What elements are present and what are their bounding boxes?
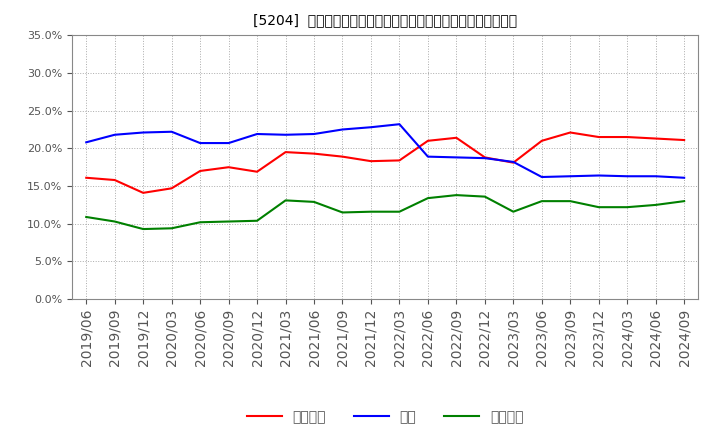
在庫 (310, 132, 318, 137)
Line: 在庫: 在庫 (86, 124, 684, 178)
Legend: 売上債権, 在庫, 買入債務: 売上債権, 在庫, 買入債務 (241, 404, 529, 429)
在庫 (366, 125, 375, 130)
在庫 (253, 132, 261, 137)
売上債権 (196, 169, 204, 174)
売上債権 (139, 190, 148, 195)
Line: 売上債権: 売上債権 (86, 132, 684, 193)
売上債権 (595, 134, 603, 139)
売上債権 (366, 158, 375, 164)
売上債権 (310, 151, 318, 156)
在庫 (423, 154, 432, 159)
買入債務 (253, 218, 261, 224)
在庫 (537, 174, 546, 180)
在庫 (82, 139, 91, 145)
売上債権 (395, 158, 404, 163)
買入債務 (395, 209, 404, 214)
売上債権 (537, 138, 546, 143)
買入債務 (623, 205, 631, 210)
在庫 (509, 159, 518, 165)
売上債権 (423, 138, 432, 143)
売上債権 (623, 134, 631, 139)
売上債権 (652, 136, 660, 141)
買入債務 (680, 198, 688, 204)
Title: [5204]  売上債権、在庫、買入債務の総資産に対する比率の推移: [5204] 売上債権、在庫、買入債務の総資産に対する比率の推移 (253, 13, 517, 27)
在庫 (566, 174, 575, 179)
在庫 (452, 155, 461, 160)
在庫 (110, 132, 119, 137)
買入債務 (537, 198, 546, 204)
在庫 (282, 132, 290, 137)
売上債権 (110, 177, 119, 183)
買入債務 (452, 192, 461, 198)
在庫 (395, 121, 404, 127)
買入債務 (566, 198, 575, 204)
在庫 (652, 174, 660, 179)
売上債権 (680, 137, 688, 143)
買入債務 (652, 202, 660, 208)
在庫 (338, 127, 347, 132)
売上債権 (452, 135, 461, 140)
買入債務 (196, 220, 204, 225)
在庫 (139, 130, 148, 135)
売上債権 (253, 169, 261, 174)
在庫 (595, 173, 603, 178)
在庫 (196, 140, 204, 146)
売上債権 (566, 130, 575, 135)
在庫 (167, 129, 176, 134)
Line: 買入債務: 買入債務 (86, 195, 684, 229)
在庫 (623, 174, 631, 179)
買入債務 (167, 226, 176, 231)
売上債権 (509, 160, 518, 165)
買入債務 (480, 194, 489, 199)
買入債務 (225, 219, 233, 224)
買入債務 (366, 209, 375, 214)
買入債務 (310, 199, 318, 205)
在庫 (680, 175, 688, 180)
売上債権 (167, 186, 176, 191)
売上債権 (225, 165, 233, 170)
買入債務 (595, 205, 603, 210)
買入債務 (282, 198, 290, 203)
在庫 (480, 155, 489, 161)
買入債務 (509, 209, 518, 214)
買入債務 (82, 214, 91, 220)
売上債権 (338, 154, 347, 159)
買入債務 (423, 195, 432, 201)
売上債権 (282, 150, 290, 155)
売上債権 (82, 175, 91, 180)
在庫 (225, 140, 233, 146)
買入債務 (338, 210, 347, 215)
買入債務 (110, 219, 119, 224)
売上債権 (480, 155, 489, 160)
買入債務 (139, 227, 148, 232)
